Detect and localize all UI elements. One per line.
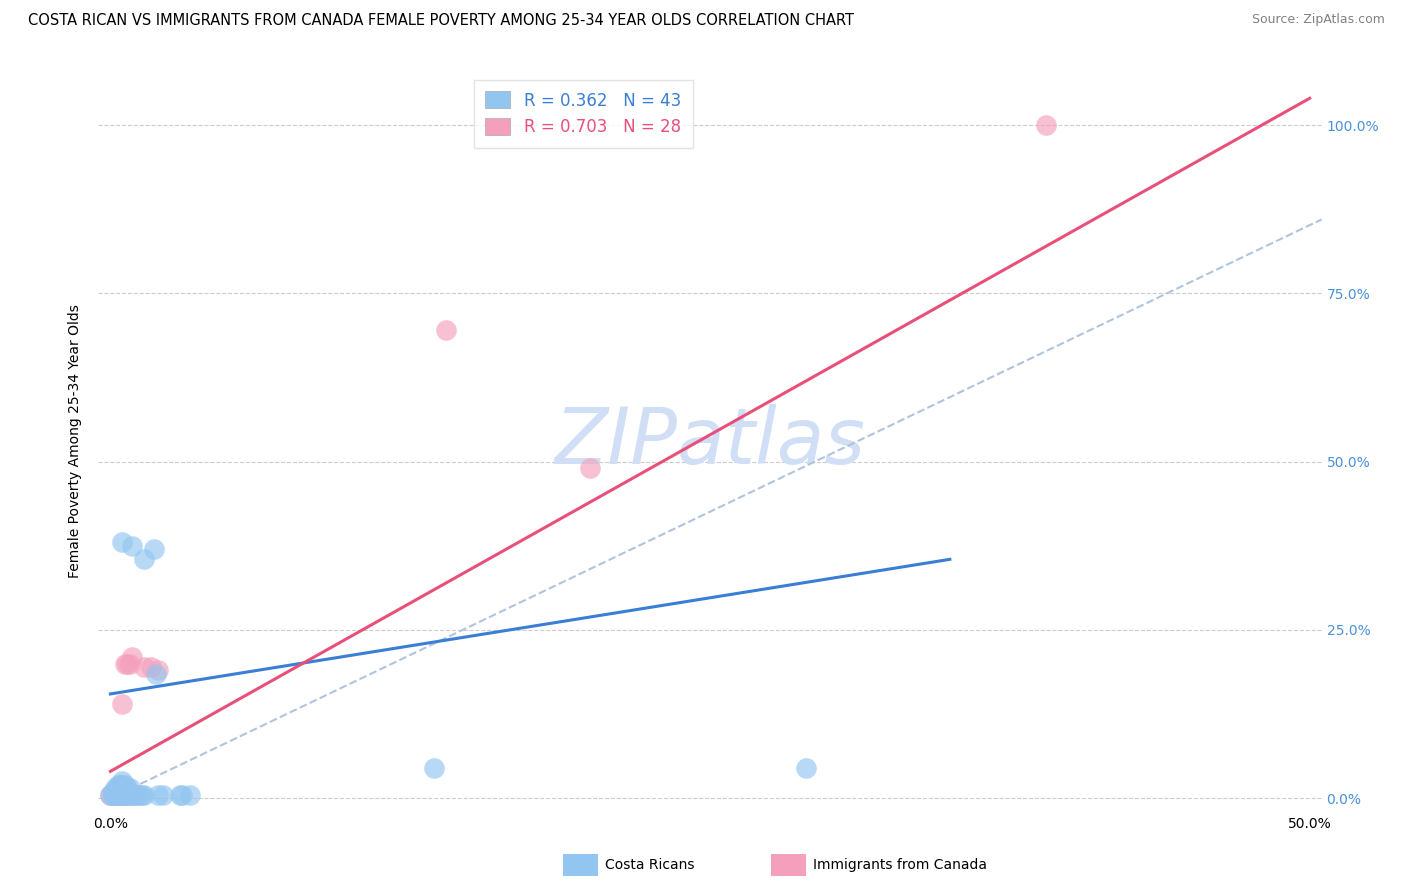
Point bbox=[121, 788, 143, 802]
Point bbox=[111, 778, 134, 792]
Y-axis label: Female Poverty Among 25-34 Year Olds: Female Poverty Among 25-34 Year Olds bbox=[69, 304, 83, 579]
Point bbox=[104, 784, 127, 798]
Point bbox=[108, 788, 131, 802]
Point bbox=[104, 788, 127, 802]
Text: Costa Ricans: Costa Ricans bbox=[606, 858, 695, 871]
Point bbox=[108, 778, 131, 792]
Point bbox=[132, 788, 155, 802]
Point bbox=[121, 649, 143, 664]
Point bbox=[100, 788, 122, 802]
Point bbox=[111, 788, 134, 802]
Point bbox=[579, 461, 602, 475]
Point bbox=[111, 784, 134, 798]
Point bbox=[132, 660, 155, 674]
Point bbox=[101, 784, 124, 798]
Point bbox=[142, 542, 165, 557]
Point bbox=[100, 788, 122, 802]
Point bbox=[104, 788, 127, 802]
Point bbox=[111, 784, 134, 798]
Point bbox=[107, 788, 129, 802]
Point bbox=[108, 784, 131, 798]
Point bbox=[111, 774, 134, 789]
Point bbox=[111, 788, 134, 802]
Point bbox=[124, 788, 146, 802]
Point bbox=[131, 788, 153, 802]
Point bbox=[114, 788, 136, 802]
Point bbox=[434, 324, 457, 338]
Point bbox=[104, 784, 127, 798]
Point bbox=[101, 784, 124, 798]
Point bbox=[794, 761, 817, 775]
Point bbox=[108, 778, 131, 792]
Point bbox=[111, 697, 134, 711]
Point bbox=[111, 781, 134, 796]
Point bbox=[115, 788, 138, 802]
Point bbox=[101, 788, 124, 802]
Point bbox=[108, 781, 131, 796]
Point bbox=[125, 788, 148, 802]
Text: COSTA RICAN VS IMMIGRANTS FROM CANADA FEMALE POVERTY AMONG 25-34 YEAR OLDS CORRE: COSTA RICAN VS IMMIGRANTS FROM CANADA FE… bbox=[28, 13, 853, 29]
Point bbox=[118, 657, 141, 671]
Point bbox=[423, 761, 446, 775]
Point bbox=[107, 788, 129, 802]
Point bbox=[114, 788, 136, 802]
Text: ZIPatlas: ZIPatlas bbox=[554, 403, 866, 480]
Point bbox=[107, 781, 129, 796]
Text: Immigrants from Canada: Immigrants from Canada bbox=[813, 858, 987, 871]
Point bbox=[115, 781, 138, 796]
Point bbox=[107, 778, 129, 792]
Point bbox=[107, 784, 129, 798]
Point bbox=[128, 788, 150, 802]
Point bbox=[124, 788, 146, 802]
Point bbox=[108, 788, 131, 802]
Legend: R = 0.362   N = 43, R = 0.703   N = 28: R = 0.362 N = 43, R = 0.703 N = 28 bbox=[474, 79, 693, 148]
Point bbox=[118, 788, 141, 802]
Text: Source: ZipAtlas.com: Source: ZipAtlas.com bbox=[1251, 13, 1385, 27]
Point bbox=[108, 784, 131, 798]
Point bbox=[141, 660, 163, 674]
Point bbox=[111, 781, 134, 796]
Point bbox=[115, 788, 138, 802]
Point bbox=[148, 788, 170, 802]
Point bbox=[172, 788, 194, 802]
Point bbox=[114, 784, 136, 798]
Point bbox=[169, 788, 191, 802]
Point bbox=[148, 664, 170, 678]
Point bbox=[114, 778, 136, 792]
Point bbox=[107, 781, 129, 796]
Point bbox=[101, 788, 124, 802]
Point bbox=[1035, 118, 1057, 132]
Point bbox=[145, 666, 167, 681]
Point bbox=[107, 784, 129, 798]
Point bbox=[111, 535, 134, 549]
Point bbox=[114, 657, 136, 671]
Point bbox=[121, 539, 143, 553]
Point bbox=[115, 657, 138, 671]
Point bbox=[118, 781, 141, 796]
Point bbox=[179, 788, 201, 802]
Point bbox=[104, 781, 127, 796]
Point bbox=[132, 552, 155, 566]
Point bbox=[152, 788, 174, 802]
